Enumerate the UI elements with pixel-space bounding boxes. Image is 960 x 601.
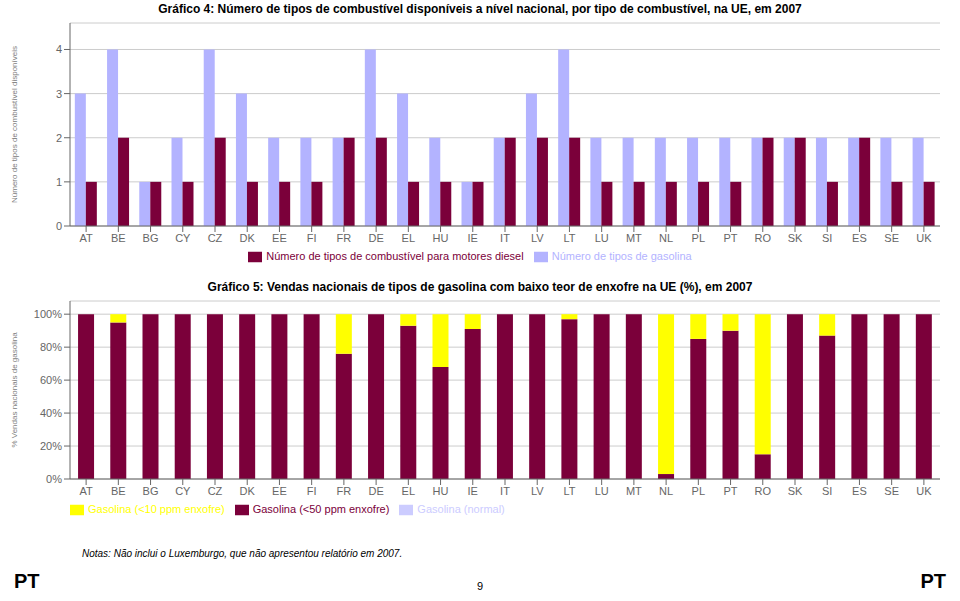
svg-text:FI: FI bbox=[307, 232, 317, 244]
svg-text:PT: PT bbox=[724, 232, 738, 244]
svg-text:4: 4 bbox=[56, 43, 62, 55]
svg-text:3: 3 bbox=[56, 88, 62, 100]
svg-text:CY: CY bbox=[175, 232, 191, 244]
svg-text:RO: RO bbox=[755, 485, 772, 497]
svg-text:EE: EE bbox=[272, 485, 287, 497]
svg-text:LV: LV bbox=[531, 485, 544, 497]
html-text:Gasolina (<10 ppm enxofre): Gasolina (<10 ppm enxofre) bbox=[88, 503, 225, 515]
svg-text:IT: IT bbox=[500, 232, 510, 244]
svg-text:IT: IT bbox=[500, 485, 510, 497]
svg-text:CZ: CZ bbox=[208, 232, 223, 244]
svg-text:SK: SK bbox=[788, 485, 803, 497]
svg-text:SK: SK bbox=[788, 232, 803, 244]
html-text:Número de tipos de gasolina: Número de tipos de gasolina bbox=[551, 250, 692, 262]
svg-text:RO: RO bbox=[755, 232, 772, 244]
html-text:Gráfico 4: Número de tipos de: Gráfico 4: Número de tipos de combustíve… bbox=[158, 2, 802, 16]
svg-text:SI: SI bbox=[822, 485, 832, 497]
svg-text:DK: DK bbox=[240, 485, 256, 497]
svg-text:IE: IE bbox=[468, 232, 478, 244]
html-text:Gasolina (<50 ppm enxofre): Gasolina (<50 ppm enxofre) bbox=[252, 503, 390, 515]
svg-text:0: 0 bbox=[56, 220, 62, 232]
svg-text:LU: LU bbox=[595, 232, 609, 244]
svg-text:LU: LU bbox=[595, 485, 609, 497]
svg-text:100%: 100% bbox=[34, 308, 62, 320]
svg-text:40%: 40% bbox=[40, 407, 62, 419]
svg-text:EE: EE bbox=[272, 232, 287, 244]
svg-text:20%: 20% bbox=[40, 440, 62, 452]
svg-text:FR: FR bbox=[337, 232, 352, 244]
svg-text:1: 1 bbox=[56, 176, 62, 188]
svg-text:UK: UK bbox=[916, 485, 932, 497]
html-text:PT: PT bbox=[14, 570, 40, 592]
html-text:PT: PT bbox=[920, 570, 946, 592]
svg-text:0%: 0% bbox=[46, 473, 62, 485]
svg-text:IE: IE bbox=[468, 485, 478, 497]
svg-text:2: 2 bbox=[56, 132, 62, 144]
svg-text:HU: HU bbox=[433, 232, 449, 244]
svg-text:NL: NL bbox=[659, 232, 673, 244]
svg-text:MT: MT bbox=[626, 232, 642, 244]
svg-text:BE: BE bbox=[111, 485, 126, 497]
svg-text:AT: AT bbox=[79, 232, 93, 244]
html-text:Gasolina (normal): Gasolina (normal) bbox=[417, 503, 505, 515]
svg-text:BE: BE bbox=[111, 232, 126, 244]
svg-text:UK: UK bbox=[916, 232, 932, 244]
svg-text:SE: SE bbox=[884, 232, 899, 244]
svg-text:LT: LT bbox=[563, 485, 575, 497]
svg-text:BG: BG bbox=[143, 232, 159, 244]
html-text:Número de tipos de combustível: Número de tipos de combustível para moto… bbox=[266, 250, 524, 262]
svg-text:PL: PL bbox=[692, 485, 705, 497]
svg-text:EL: EL bbox=[402, 485, 415, 497]
svg-text:MT: MT bbox=[626, 485, 642, 497]
svg-text:LT: LT bbox=[563, 232, 575, 244]
svg-text:NL: NL bbox=[659, 485, 673, 497]
svg-text:SI: SI bbox=[822, 232, 832, 244]
svg-text:DE: DE bbox=[368, 232, 383, 244]
svg-text:SE: SE bbox=[884, 485, 899, 497]
svg-text:AT: AT bbox=[79, 485, 93, 497]
svg-text:HU: HU bbox=[433, 485, 449, 497]
svg-text:FR: FR bbox=[337, 485, 352, 497]
html-text:Notas: Não inclui o Luxemburgo: Notas: Não inclui o Luxemburgo, que não … bbox=[82, 548, 403, 559]
svg-text:60%: 60% bbox=[40, 374, 62, 386]
html-text:9: 9 bbox=[476, 580, 484, 592]
svg-text:ES: ES bbox=[852, 232, 867, 244]
svg-text:PL: PL bbox=[692, 232, 705, 244]
svg-text:Número de tipos de combustível: Número de tipos de combustível disponíve… bbox=[10, 46, 19, 203]
svg-text:FI: FI bbox=[307, 485, 317, 497]
svg-text:LV: LV bbox=[531, 232, 544, 244]
svg-text:DE: DE bbox=[368, 485, 383, 497]
svg-text:DK: DK bbox=[240, 232, 256, 244]
svg-text:ES: ES bbox=[852, 485, 867, 497]
svg-text:80%: 80% bbox=[40, 341, 62, 353]
svg-text:CZ: CZ bbox=[208, 485, 223, 497]
svg-text:BG: BG bbox=[143, 485, 159, 497]
svg-text:PT: PT bbox=[724, 485, 738, 497]
svg-text:CY: CY bbox=[175, 485, 191, 497]
html-text:Gráfico 5: Vendas nacionais de: Gráfico 5: Vendas nacionais de tipos de … bbox=[207, 280, 753, 294]
svg-text:% Vendas nacionais de gasolina: % Vendas nacionais de gasolina bbox=[10, 332, 19, 448]
svg-text:EL: EL bbox=[402, 232, 415, 244]
